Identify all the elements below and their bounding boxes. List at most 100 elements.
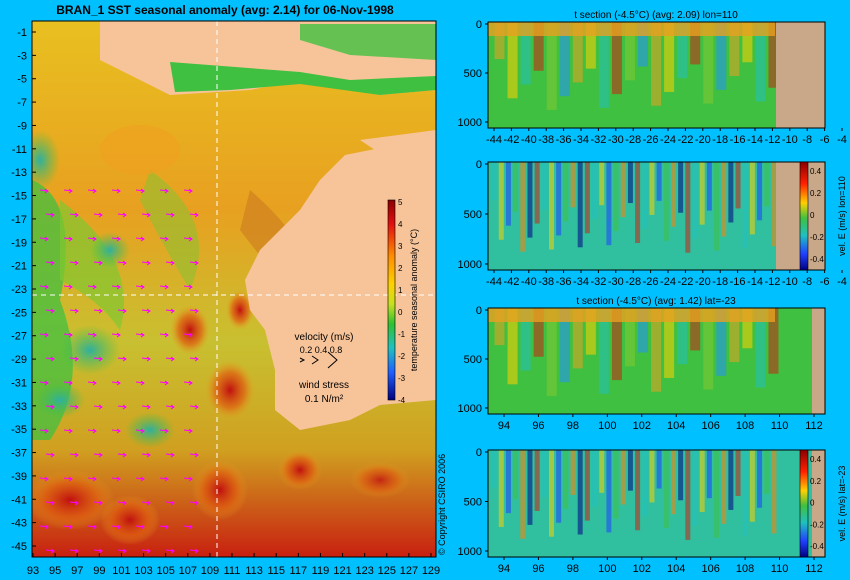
section-x-tick-label: -26 xyxy=(643,134,659,146)
vector-arrow-icon xyxy=(135,476,145,482)
vector-arrow-icon xyxy=(135,380,145,386)
section-x-tick-label: -8 xyxy=(802,276,812,288)
vector-arrow-icon xyxy=(93,212,103,218)
lat-tick-label: -27 xyxy=(11,331,27,343)
section-streak xyxy=(577,162,583,248)
section-streak xyxy=(577,450,583,535)
vector-arrow-icon xyxy=(189,500,199,506)
section-x-tick-label: -24 xyxy=(660,276,676,288)
section-streak xyxy=(548,450,554,537)
vector-arrow-icon xyxy=(183,476,193,482)
section-streak xyxy=(755,308,766,388)
vector-arrow-icon xyxy=(39,284,49,290)
vector-arrow-icon xyxy=(93,500,103,506)
section-x-tick-label: 104 xyxy=(667,563,685,575)
lon-tick-label: 115 xyxy=(267,565,285,577)
section-streak xyxy=(505,450,511,514)
vector-arrow-icon xyxy=(135,332,145,338)
vector-arrow-icon xyxy=(69,404,79,410)
vector-arrow-icon xyxy=(135,428,145,434)
section-x-tick-label: -42 xyxy=(503,134,519,146)
depth-tick-label: 1000 xyxy=(458,259,482,271)
section-x-tick-label: 106 xyxy=(701,420,719,432)
vector-arrow-icon xyxy=(189,212,199,218)
section-streak xyxy=(505,162,511,226)
depth-tick-label: 1000 xyxy=(458,117,482,129)
vector-arrow-icon xyxy=(165,452,175,458)
section-streak xyxy=(599,162,605,206)
section-x-tick-label: -28 xyxy=(625,134,641,146)
section-x-tick-label: -38 xyxy=(538,276,554,288)
section-x-tick-label: -42 xyxy=(503,276,519,288)
vector-arrow-icon xyxy=(159,188,169,194)
section-streak xyxy=(498,450,504,528)
section-streak xyxy=(627,162,633,204)
vector-arrow-icon xyxy=(189,404,199,410)
vector-arrow-icon xyxy=(93,452,103,458)
vector-arrow-icon xyxy=(159,284,169,290)
lat-tick-label: -19 xyxy=(11,237,27,249)
section-streak xyxy=(585,22,596,69)
section-streak xyxy=(735,450,741,497)
vector-arrow-icon xyxy=(63,380,73,386)
lat-tick-label: -37 xyxy=(11,448,27,460)
section-streak xyxy=(546,22,557,110)
section-streak xyxy=(520,22,531,85)
vector-arrow-icon xyxy=(189,452,199,458)
map-title: BRAN_1 SST seasonal anomaly (avg: 2.14) … xyxy=(56,3,394,17)
section-x-tick-label: 110 xyxy=(771,420,789,432)
section-streak xyxy=(735,162,741,209)
vector-arrow-icon xyxy=(39,332,49,338)
section-x-tick-label: -20 xyxy=(695,134,711,146)
section-panel-4: 0 500 1000 94 96 98 100 102 104 106 108 110 112 0.4 0.… xyxy=(458,447,847,575)
depth-tick-label: 0 xyxy=(476,159,482,171)
vector-arrow-icon xyxy=(45,356,55,362)
vector-arrow-icon xyxy=(135,284,145,290)
vector-arrow-icon xyxy=(69,452,79,458)
section-title: t section (-4.5°C) (avg: 1.42) lat=-23 xyxy=(576,296,736,307)
sst-colorbar-ticks: 5 4 3 2 1 0 -1 -2 -3 -4 xyxy=(398,198,406,405)
vector-arrow-icon xyxy=(39,236,49,242)
section-frame xyxy=(487,161,826,271)
sst-colorbar-tick: 2 xyxy=(398,264,403,273)
vector-arrow-icon xyxy=(117,404,127,410)
section-streak xyxy=(620,162,626,218)
section-x-tick-label: -10 xyxy=(782,276,798,288)
vector-arrow-icon xyxy=(39,380,49,386)
section-x-tick-label: -8 xyxy=(802,134,812,146)
section-streak xyxy=(768,308,779,374)
section-streak xyxy=(556,450,562,523)
vector-arrow-icon xyxy=(135,524,145,530)
section-streak xyxy=(533,22,544,71)
vector-arrow-icon xyxy=(69,212,79,218)
vector-arrow-icon xyxy=(87,380,97,386)
section-x-tick-label: 100 xyxy=(598,420,616,432)
vector-arrow-icon xyxy=(93,356,103,362)
section-streak xyxy=(570,162,576,208)
section-x-tick-label: -36 xyxy=(556,276,572,288)
section-x-tick-label: 94 xyxy=(498,563,510,575)
vector-arrow-icon xyxy=(87,332,97,338)
velocity-arrow-icon xyxy=(299,351,338,369)
vector-arrow-icon xyxy=(159,428,169,434)
vector-arrow-icon xyxy=(159,236,169,242)
vector-arrow-icon xyxy=(189,308,199,314)
section-x-tick-label: -10 xyxy=(782,134,798,146)
section-streak xyxy=(651,22,662,106)
vector-arrow-icon xyxy=(45,212,55,218)
section-x-tick-label: -12 xyxy=(764,276,780,288)
lat-tick-label: -35 xyxy=(11,424,27,436)
vector-arrow-icon xyxy=(111,476,121,482)
velocity-colorbar-tick: -0.2 xyxy=(810,233,824,242)
section-streak xyxy=(527,162,533,238)
section-x-tick-label: 98 xyxy=(567,420,579,432)
section-land xyxy=(812,308,825,414)
section-streak xyxy=(703,22,714,104)
vector-arrow-icon xyxy=(183,236,193,242)
section-streak xyxy=(699,162,705,225)
section-streak xyxy=(749,162,755,235)
section-x-tick-label: 98 xyxy=(567,563,579,575)
lon-tick-label: 105 xyxy=(156,565,174,577)
lat-tick-label: -1 xyxy=(17,27,27,39)
sst-colorbar-tick: -1 xyxy=(398,330,406,339)
